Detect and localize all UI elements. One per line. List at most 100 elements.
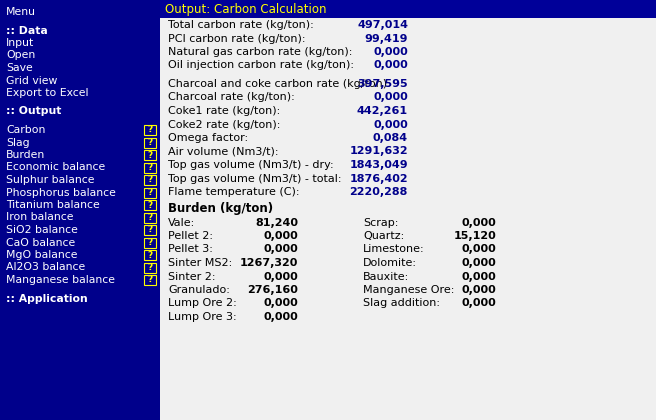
- Text: 0,000: 0,000: [263, 271, 298, 281]
- Bar: [144, 213, 156, 223]
- Text: Air volume (Nm3/t):: Air volume (Nm3/t):: [168, 147, 279, 157]
- Bar: [144, 163, 156, 173]
- Bar: [144, 250, 156, 260]
- Text: Phosphorus balance: Phosphorus balance: [6, 187, 116, 197]
- Text: ?: ?: [148, 176, 153, 184]
- Text: Burden (kg/ton): Burden (kg/ton): [168, 202, 273, 215]
- Text: 0,000: 0,000: [373, 120, 408, 129]
- Text: 1291,632: 1291,632: [350, 147, 408, 157]
- Text: Export to Excel: Export to Excel: [6, 88, 89, 98]
- Text: 0,000: 0,000: [373, 60, 408, 71]
- Bar: [144, 125, 156, 135]
- Text: 0,000: 0,000: [461, 258, 496, 268]
- Text: Sinter MS2:: Sinter MS2:: [168, 258, 232, 268]
- Text: 0,000: 0,000: [461, 299, 496, 309]
- Text: Coke2 rate (kg/ton):: Coke2 rate (kg/ton):: [168, 120, 280, 129]
- Text: Slag addition:: Slag addition:: [363, 299, 440, 309]
- Text: Pellet 2:: Pellet 2:: [168, 231, 213, 241]
- Text: Slag: Slag: [6, 137, 30, 147]
- Text: 0,000: 0,000: [461, 244, 496, 255]
- Text: Open: Open: [6, 50, 35, 60]
- Text: ?: ?: [148, 138, 153, 147]
- Text: 1267,320: 1267,320: [239, 258, 298, 268]
- Text: Scrap:: Scrap:: [363, 218, 398, 228]
- Bar: [144, 175, 156, 185]
- Text: Grid view: Grid view: [6, 76, 57, 86]
- Text: Sinter 2:: Sinter 2:: [168, 271, 216, 281]
- Text: SiO2 balance: SiO2 balance: [6, 225, 78, 235]
- Text: :: Output: :: Output: [6, 107, 62, 116]
- Text: ?: ?: [148, 150, 153, 160]
- Text: Burden: Burden: [6, 150, 45, 160]
- Text: 0,000: 0,000: [461, 271, 496, 281]
- Text: Al2O3 balance: Al2O3 balance: [6, 262, 85, 273]
- Text: 0,000: 0,000: [461, 218, 496, 228]
- Text: Top gas volume (Nm3/t) - dry:: Top gas volume (Nm3/t) - dry:: [168, 160, 334, 170]
- Text: Oil injection carbon rate (kg/ton):: Oil injection carbon rate (kg/ton):: [168, 60, 354, 71]
- Text: 99,419: 99,419: [365, 34, 408, 44]
- Text: ?: ?: [148, 250, 153, 260]
- Text: Bauxite:: Bauxite:: [363, 271, 409, 281]
- Text: Natural gas carbon rate (kg/ton):: Natural gas carbon rate (kg/ton):: [168, 47, 352, 57]
- Text: 0,084: 0,084: [373, 133, 408, 143]
- Bar: [144, 225, 156, 235]
- Text: Lump Ore 2:: Lump Ore 2:: [168, 299, 237, 309]
- Text: 0,000: 0,000: [373, 47, 408, 57]
- Text: Pellet 3:: Pellet 3:: [168, 244, 213, 255]
- Text: ?: ?: [148, 276, 153, 284]
- Text: 442,261: 442,261: [357, 106, 408, 116]
- Text: 397,595: 397,595: [358, 79, 408, 89]
- Text: Charcoal rate (kg/ton):: Charcoal rate (kg/ton):: [168, 92, 295, 102]
- Text: ?: ?: [148, 188, 153, 197]
- Text: Omega factor:: Omega factor:: [168, 133, 248, 143]
- Text: ?: ?: [148, 238, 153, 247]
- Text: 0,000: 0,000: [373, 92, 408, 102]
- Text: Sulphur balance: Sulphur balance: [6, 175, 94, 185]
- Text: 0,000: 0,000: [263, 312, 298, 322]
- Text: Charcoal and coke carbon rate (kg/ton):: Charcoal and coke carbon rate (kg/ton):: [168, 79, 391, 89]
- Text: Manganese Ore:: Manganese Ore:: [363, 285, 455, 295]
- Bar: [160, 0, 656, 420]
- Text: 1843,049: 1843,049: [350, 160, 408, 170]
- Text: Iron balance: Iron balance: [6, 213, 73, 223]
- Text: PCI carbon rate (kg/ton):: PCI carbon rate (kg/ton):: [168, 34, 306, 44]
- Text: Save: Save: [6, 63, 33, 73]
- Text: 276,160: 276,160: [247, 285, 298, 295]
- Bar: [144, 187, 156, 197]
- Text: Dolomite:: Dolomite:: [363, 258, 417, 268]
- Text: Input: Input: [6, 38, 34, 48]
- Text: Economic balance: Economic balance: [6, 163, 105, 173]
- Text: 0,000: 0,000: [461, 285, 496, 295]
- Text: MgO balance: MgO balance: [6, 250, 77, 260]
- Bar: [0, 0, 160, 420]
- Text: 0,000: 0,000: [263, 231, 298, 241]
- Bar: [144, 150, 156, 160]
- Text: Carbon: Carbon: [6, 125, 45, 135]
- Text: Granulado:: Granulado:: [168, 285, 230, 295]
- Text: ?: ?: [148, 213, 153, 222]
- Text: ?: ?: [148, 226, 153, 234]
- Text: ?: ?: [148, 126, 153, 134]
- Text: Titanium balance: Titanium balance: [6, 200, 100, 210]
- Text: Coke1 rate (kg/ton):: Coke1 rate (kg/ton):: [168, 106, 280, 116]
- Text: ?: ?: [148, 200, 153, 210]
- Text: Vale:: Vale:: [168, 218, 195, 228]
- Bar: [144, 137, 156, 147]
- Text: Flame temperature (C):: Flame temperature (C):: [168, 187, 300, 197]
- Text: 0,000: 0,000: [263, 244, 298, 255]
- Text: Lump Ore 3:: Lump Ore 3:: [168, 312, 237, 322]
- Text: Manganese balance: Manganese balance: [6, 275, 115, 285]
- Text: 0,000: 0,000: [263, 299, 298, 309]
- Bar: [144, 262, 156, 273]
- Text: Top gas volume (Nm3/t) - total:: Top gas volume (Nm3/t) - total:: [168, 173, 342, 184]
- Text: Menu: Menu: [6, 7, 36, 17]
- Bar: [144, 237, 156, 247]
- Text: :: Data: :: Data: [6, 26, 48, 36]
- Bar: [160, 0, 656, 18]
- Bar: [144, 200, 156, 210]
- Text: ?: ?: [148, 263, 153, 272]
- Text: Quartz:: Quartz:: [363, 231, 404, 241]
- Text: 81,240: 81,240: [255, 218, 298, 228]
- Text: 497,014: 497,014: [357, 20, 408, 30]
- Text: ?: ?: [148, 163, 153, 172]
